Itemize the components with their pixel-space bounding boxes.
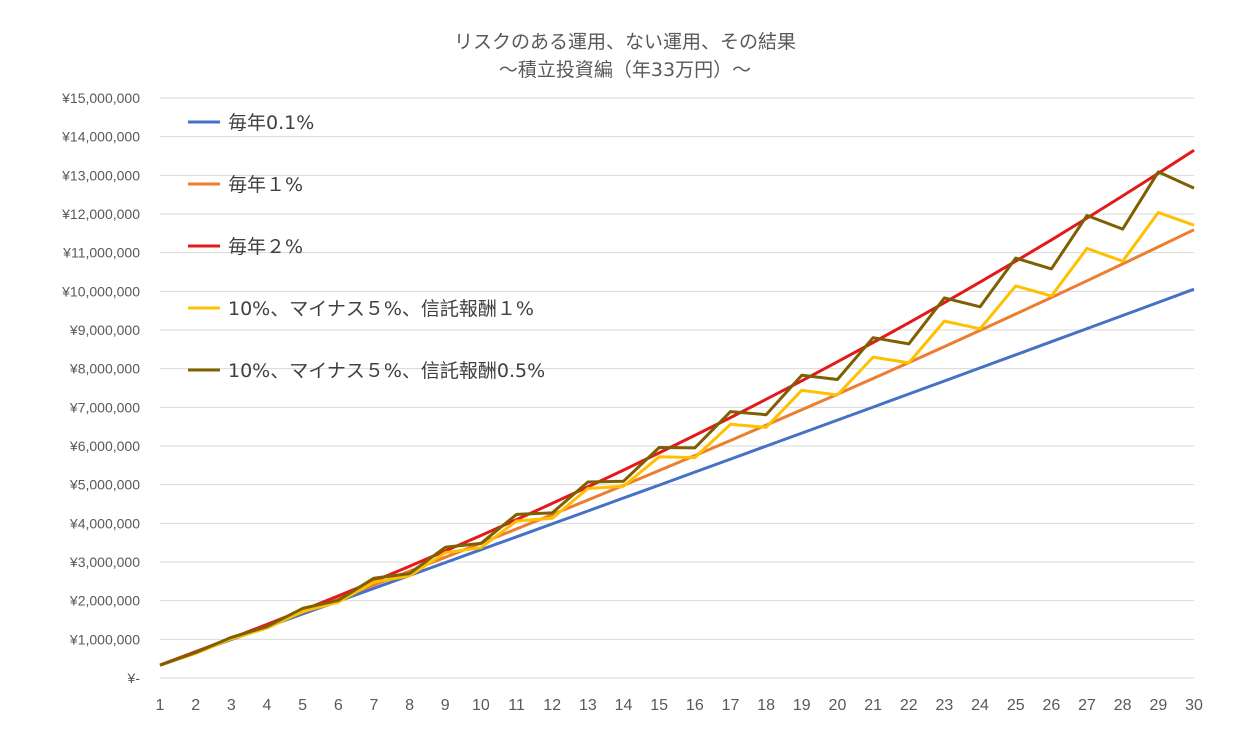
x-tick-label: 16: [686, 697, 704, 714]
y-tick-label: ¥13,000,000: [61, 167, 140, 183]
legend: 毎年0.1% 毎年１% 毎年２% 10%、マイナス５%、信託報酬１% 10%、マイナス５…: [188, 112, 545, 382]
x-tick-label: 29: [1149, 697, 1167, 714]
y-tick-label: ¥12,000,000: [61, 206, 140, 222]
legend-label-5: 10%、マイナス５%、信託報酬0.5%: [228, 360, 545, 382]
y-tick-label: ¥14,000,000: [61, 129, 140, 145]
y-tick-label: ¥9,000,000: [69, 322, 140, 338]
y-tick-label: ¥5,000,000: [69, 477, 140, 493]
y-tick-label: ¥2,000,000: [69, 593, 140, 609]
x-tick-label: 20: [829, 697, 847, 714]
x-tick-label: 18: [757, 697, 775, 714]
x-tick-label: 21: [864, 697, 882, 714]
series-lines: [159, 148, 1195, 667]
x-tick-label: 26: [1042, 697, 1060, 714]
x-tick-label: 17: [722, 697, 740, 714]
chart-title-line-2: ～積立投資編（年33万円）～: [499, 59, 751, 81]
legend-label-3: 毎年２%: [228, 236, 303, 258]
x-tick-label: 25: [1007, 697, 1025, 714]
chart-title-line-1: リスクのある運用、ない運用、その結果: [454, 31, 796, 53]
y-tick-label: ¥15,000,000: [61, 90, 140, 106]
y-tick-label: ¥11,000,000: [62, 245, 140, 261]
x-tick-label: 1: [156, 697, 165, 714]
x-tick-label: 13: [579, 697, 597, 714]
gridlines: [160, 97, 1194, 679]
x-axis-tick-labels: 1 2 3 4 5 6 7 8 9 10 11 12 13 14 15 16 17 18 19 20 21 22 23 24 2…: [156, 697, 1203, 714]
y-tick-label: ¥-: [127, 670, 141, 686]
x-tick-label: 27: [1078, 697, 1096, 714]
series-line-3: [159, 148, 1195, 667]
x-tick-label: 5: [298, 697, 307, 714]
x-tick-label: 12: [543, 697, 561, 714]
y-tick-label: ¥7,000,000: [69, 399, 140, 415]
x-tick-label: 11: [508, 697, 525, 714]
x-tick-label: 10: [472, 697, 490, 714]
series-line-4: [159, 211, 1195, 667]
y-axis-tick-labels: ¥- ¥1,000,000 ¥2,000,000 ¥3,000,000 ¥4,000,0…: [61, 90, 140, 686]
x-tick-label: 7: [369, 697, 378, 714]
x-tick-label: 14: [615, 697, 633, 714]
y-tick-label: ¥10,000,000: [61, 283, 140, 299]
y-tick-label: ¥3,000,000: [69, 554, 140, 570]
x-tick-label: 4: [263, 697, 272, 714]
x-tick-label: 23: [936, 697, 954, 714]
y-tick-label: ¥1,000,000: [69, 631, 140, 647]
chart-title: リスクのある運用、ない運用、その結果 ～積立投資編（年33万円）～: [454, 31, 796, 81]
x-tick-label: 15: [650, 697, 668, 714]
series-line-5: [159, 170, 1195, 667]
x-tick-label: 22: [900, 697, 918, 714]
x-tick-label: 2: [191, 697, 200, 714]
legend-label-1: 毎年0.1%: [228, 112, 314, 134]
x-tick-label: 9: [441, 697, 450, 714]
x-tick-label: 6: [334, 697, 343, 714]
x-tick-label: 19: [793, 697, 811, 714]
legend-label-4: 10%、マイナス５%、信託報酬１%: [228, 298, 534, 320]
x-tick-label: 30: [1185, 697, 1203, 714]
x-tick-label: 8: [405, 697, 414, 714]
y-tick-label: ¥6,000,000: [69, 438, 140, 454]
x-tick-label: 24: [971, 697, 989, 714]
legend-label-2: 毎年１%: [228, 174, 303, 196]
y-tick-label: ¥8,000,000: [69, 361, 140, 377]
x-tick-label: 28: [1114, 697, 1132, 714]
y-tick-label: ¥4,000,000: [69, 515, 140, 531]
x-tick-label: 3: [227, 697, 236, 714]
